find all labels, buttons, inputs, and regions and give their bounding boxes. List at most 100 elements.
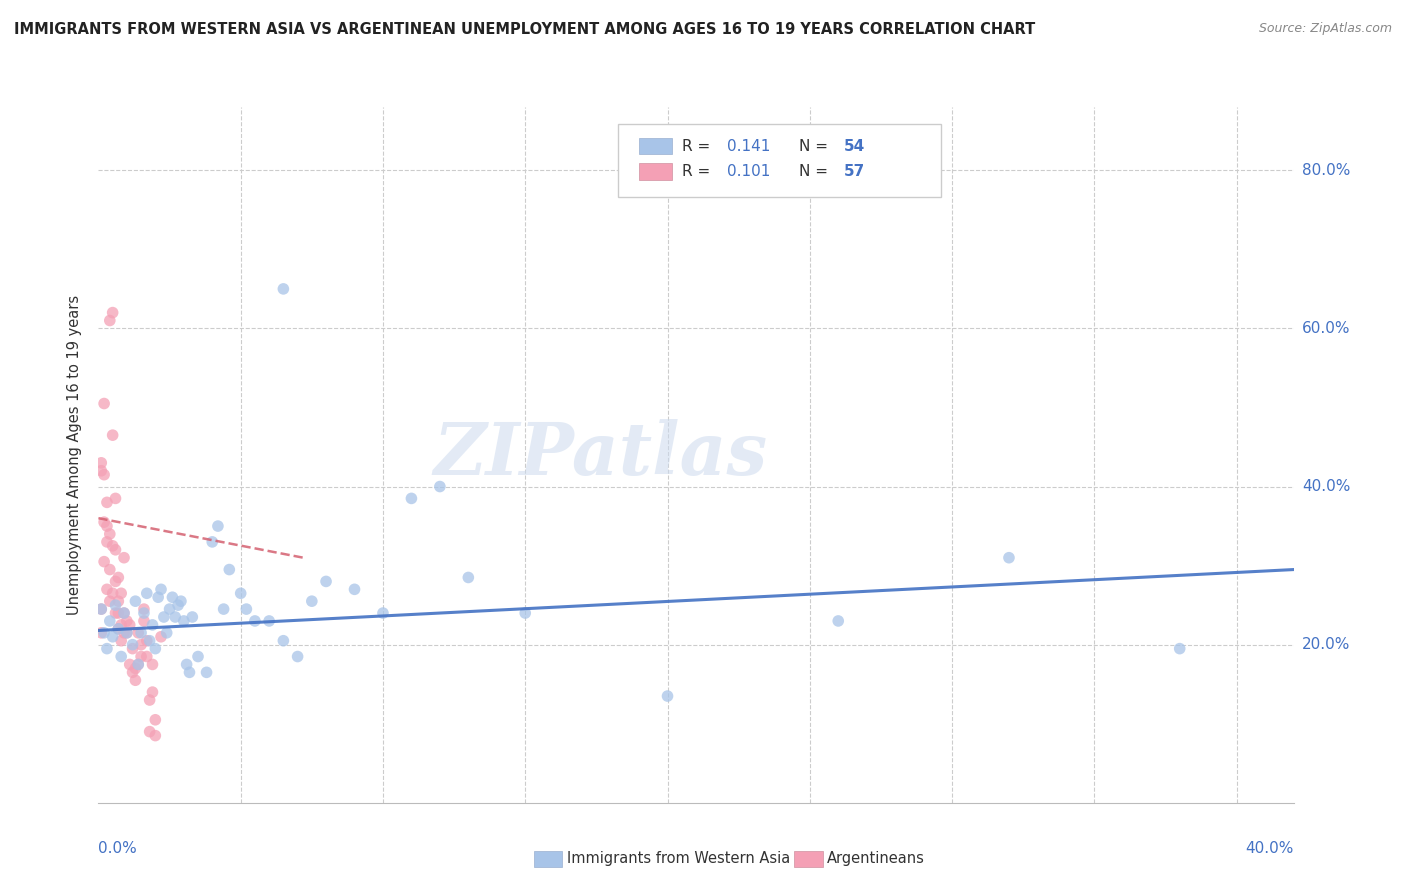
Text: N =: N = [799, 138, 832, 153]
Point [112, 606, 135, 620]
Point [179, 665, 201, 680]
Point [138, 633, 160, 648]
Point [104, 598, 127, 612]
Point [150, 630, 173, 644]
Point [141, 657, 163, 672]
Point [98, 614, 121, 628]
Point [93, 396, 115, 410]
Point [138, 693, 160, 707]
Point [401, 491, 423, 506]
Point [132, 602, 155, 616]
Point [115, 614, 138, 628]
Point [101, 539, 124, 553]
Point [93, 467, 115, 482]
Point [118, 657, 141, 672]
Point [112, 606, 135, 620]
Point [101, 305, 124, 319]
Point [96, 495, 118, 509]
Point [127, 657, 149, 672]
Point [101, 630, 124, 644]
Text: N =: N = [799, 164, 832, 179]
Point [218, 563, 240, 577]
Point [93, 625, 115, 640]
Point [96, 641, 118, 656]
Point [827, 614, 849, 628]
Point [90, 456, 112, 470]
Point [165, 610, 187, 624]
Point [107, 606, 129, 620]
Bar [638, 163, 672, 180]
Point [127, 625, 149, 640]
Point [107, 570, 129, 584]
Point [141, 618, 163, 632]
Point [124, 673, 146, 688]
Point [257, 614, 280, 628]
Point [104, 574, 127, 589]
Point [143, 641, 166, 656]
Point [121, 638, 143, 652]
Point [98, 594, 121, 608]
Point [343, 582, 366, 597]
Point [110, 586, 132, 600]
Point [235, 602, 257, 616]
Point [212, 602, 235, 616]
Point [156, 625, 179, 640]
Point [115, 625, 138, 640]
Point [273, 633, 295, 648]
Point [129, 649, 152, 664]
Point [170, 594, 193, 608]
Point [104, 606, 127, 620]
Bar [638, 137, 672, 154]
Point [101, 586, 124, 600]
Text: R =: R = [682, 138, 714, 153]
Point [132, 606, 155, 620]
Text: 0.0%: 0.0% [98, 841, 138, 856]
Point [143, 713, 166, 727]
Point [104, 491, 127, 506]
Point [153, 610, 176, 624]
Point [243, 614, 266, 628]
Point [127, 657, 149, 672]
Point [112, 625, 135, 640]
Text: 0.101: 0.101 [727, 164, 770, 179]
Point [90, 625, 112, 640]
Text: ZIPatlas: ZIPatlas [433, 419, 768, 491]
Point [301, 594, 323, 608]
Point [135, 586, 157, 600]
Point [121, 641, 143, 656]
Point [98, 527, 121, 541]
Point [115, 625, 138, 640]
Y-axis label: Unemployment Among Ages 16 to 19 years: Unemployment Among Ages 16 to 19 years [67, 295, 83, 615]
Point [110, 618, 132, 632]
Point [143, 729, 166, 743]
Text: Source: ZipAtlas.com: Source: ZipAtlas.com [1258, 22, 1392, 36]
Point [129, 638, 152, 652]
Point [101, 428, 124, 442]
Point [93, 555, 115, 569]
Point [96, 582, 118, 597]
Point [124, 661, 146, 675]
Point [93, 515, 115, 529]
Point [195, 665, 218, 680]
Point [124, 594, 146, 608]
Point [167, 598, 190, 612]
Text: 0.141: 0.141 [727, 138, 770, 153]
Point [162, 591, 184, 605]
Point [229, 586, 252, 600]
Point [657, 689, 679, 703]
Point [107, 622, 129, 636]
Point [90, 602, 112, 616]
Point [287, 649, 309, 664]
Point [135, 649, 157, 664]
Text: IMMIGRANTS FROM WESTERN ASIA VS ARGENTINEAN UNEMPLOYMENT AMONG AGES 16 TO 19 YEA: IMMIGRANTS FROM WESTERN ASIA VS ARGENTIN… [14, 22, 1035, 37]
Text: 54: 54 [844, 138, 866, 153]
Point [457, 570, 479, 584]
Point [1168, 641, 1191, 656]
Point [173, 614, 195, 628]
Point [118, 618, 141, 632]
Point [96, 534, 118, 549]
Point [110, 649, 132, 664]
Point [90, 602, 112, 616]
Point [159, 602, 181, 616]
Point [148, 591, 170, 605]
